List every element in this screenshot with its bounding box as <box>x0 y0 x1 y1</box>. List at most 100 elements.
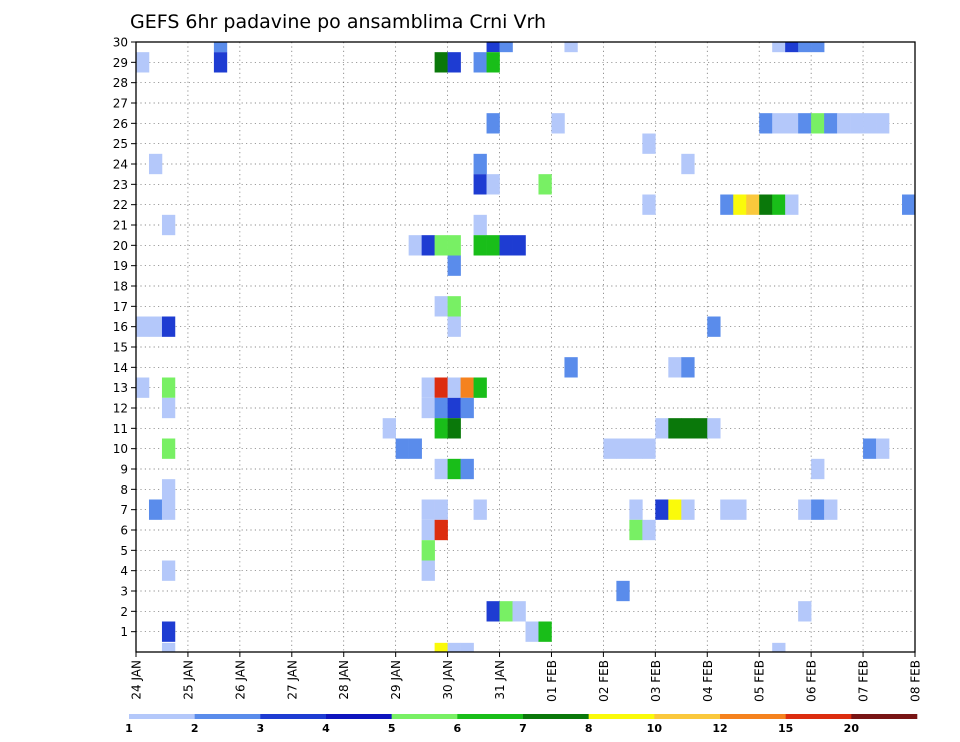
x-tick-label: 29 JAN <box>389 660 403 700</box>
precip-cell <box>798 499 812 520</box>
precip-cell <box>824 499 838 520</box>
precip-cell <box>434 52 448 73</box>
precip-cell <box>473 235 487 256</box>
legend-swatch <box>654 714 721 719</box>
precip-cell <box>434 235 448 256</box>
y-tick-label: 26 <box>113 117 128 131</box>
legend-swatch <box>851 714 918 719</box>
precip-cell <box>616 580 630 602</box>
precip-cell <box>616 438 630 459</box>
y-tick-label: 18 <box>113 280 128 294</box>
precip-cell <box>668 357 682 378</box>
precip-cell <box>434 519 448 541</box>
precip-cell <box>421 560 435 581</box>
precip-cell <box>473 52 487 73</box>
precip-cell <box>447 316 461 337</box>
precip-cell <box>564 42 578 53</box>
precip-cell <box>486 42 500 53</box>
y-tick-label: 20 <box>113 239 128 253</box>
precip-cell <box>772 194 786 215</box>
precip-cell <box>876 113 890 134</box>
precip-cell <box>811 499 825 520</box>
precip-cell <box>421 377 435 398</box>
precip-cell <box>876 438 890 459</box>
precip-cell <box>811 42 825 53</box>
x-tick-label: 01 FEB <box>545 660 559 702</box>
precip-cell <box>486 601 500 622</box>
y-tick-label: 8 <box>120 483 128 497</box>
precip-cell <box>447 397 461 419</box>
y-tick-label: 9 <box>120 463 128 477</box>
precip-cell <box>421 499 435 520</box>
legend-label: 7 <box>519 722 527 735</box>
y-tick-label: 4 <box>120 564 128 578</box>
legend-label: 6 <box>454 722 462 735</box>
y-tick-label: 24 <box>113 158 128 172</box>
legend-label: 8 <box>585 722 593 735</box>
legend-label: 15 <box>778 722 793 735</box>
x-tick-label: 03 FEB <box>649 660 663 702</box>
precip-cell <box>707 316 721 337</box>
precip-cell <box>681 418 695 439</box>
precip-cell <box>161 438 176 459</box>
precip-cell <box>148 316 163 337</box>
precip-cell <box>148 499 163 520</box>
precip-cell <box>486 52 500 73</box>
precip-cell <box>772 42 786 53</box>
x-axis-ticks: 24 JAN 25 JAN 26 JAN 27 JAN 28 JAN 29 JAN 30 J… <box>130 652 923 702</box>
precip-cell <box>642 194 656 215</box>
precip-cell <box>395 438 409 459</box>
precip-cell <box>642 438 656 459</box>
precip-cell <box>798 42 812 53</box>
y-tick-label: 25 <box>113 137 128 151</box>
precip-cell <box>681 153 695 175</box>
precip-cell <box>902 194 916 215</box>
precip-cell <box>785 42 799 53</box>
legend-swatch <box>785 714 852 719</box>
legend-swatch <box>129 714 195 719</box>
precip-cell <box>447 458 461 480</box>
x-tick-label: 24 JAN <box>130 660 144 700</box>
precip-cell <box>772 113 786 134</box>
legend-swatch <box>194 714 261 719</box>
precip-cell <box>434 296 448 317</box>
precip-cell <box>473 153 487 175</box>
precip-cell <box>408 235 422 256</box>
precip-cell <box>863 113 877 134</box>
precip-cell <box>161 377 176 398</box>
precip-cell <box>447 418 461 439</box>
y-tick-label: 13 <box>113 381 128 395</box>
precip-cell <box>213 52 228 73</box>
y-tick-label: 19 <box>113 259 128 273</box>
precip-cell <box>759 194 773 215</box>
precip-cell <box>421 397 435 419</box>
y-tick-label: 7 <box>120 503 128 517</box>
y-tick-label: 21 <box>113 219 128 233</box>
precip-cell <box>512 235 526 256</box>
legend-label: 3 <box>257 722 265 735</box>
precip-cell <box>824 113 838 134</box>
precip-cell <box>642 133 656 154</box>
precip-cell <box>161 214 176 236</box>
legend-label: 20 <box>844 722 860 735</box>
legend-label: 4 <box>322 722 330 735</box>
y-tick-label: 22 <box>113 198 128 212</box>
precip-cell <box>798 113 812 134</box>
precip-cell <box>473 499 487 520</box>
y-tick-label: 30 <box>113 36 128 50</box>
precip-cell <box>694 418 708 439</box>
x-tick-label: 31 JAN <box>493 660 507 700</box>
precip-cell <box>863 438 877 459</box>
precip-cell <box>136 52 150 73</box>
precip-cell <box>460 642 474 652</box>
precip-cell <box>460 377 474 398</box>
precip-cell <box>460 397 474 419</box>
y-tick-label: 28 <box>113 76 128 90</box>
precip-cell <box>512 601 526 622</box>
precip-cell <box>850 113 864 134</box>
precip-cell <box>447 255 461 276</box>
legend-swatch <box>457 714 524 719</box>
precip-cell <box>720 499 734 520</box>
precip-cell <box>551 113 565 134</box>
precip-cell <box>136 377 150 398</box>
